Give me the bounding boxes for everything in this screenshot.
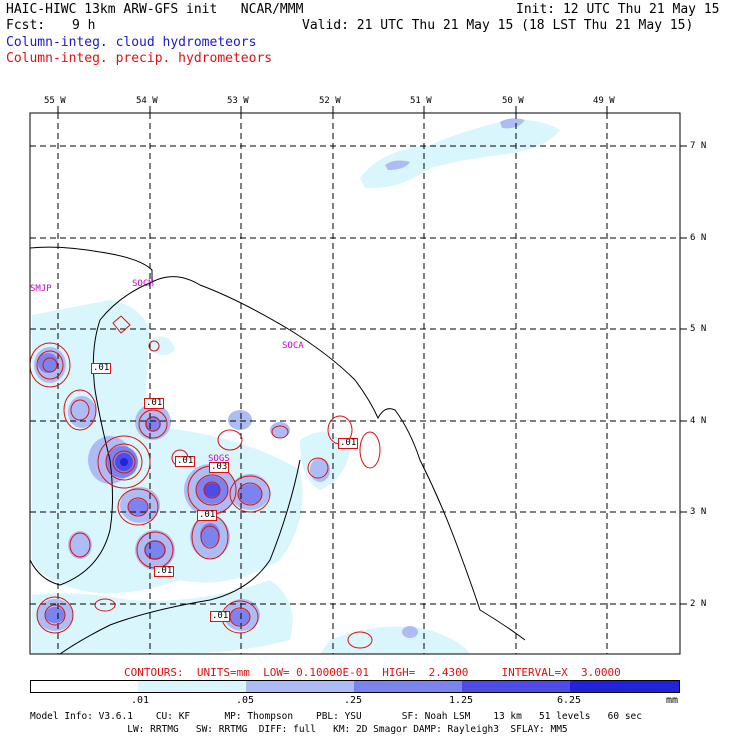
lon-label: 50 W (502, 96, 524, 106)
colorbar-value: 6.25 (557, 695, 582, 706)
contour-label: .01 (154, 566, 175, 577)
lon-label: 52 W (319, 96, 341, 106)
plot-title: HAIC-HIWC 13km ARW-GFS init NCAR/MMM (6, 2, 304, 17)
precip-field-label: Column-integ. precip. hydrometeors (6, 51, 273, 66)
contour-label: .01 (144, 398, 165, 409)
contour-label: .01 (210, 611, 231, 622)
valid-time: Valid: 21 UTC Thu 21 May 15 (18 LST Thu … (302, 18, 694, 33)
lat-label: 4 N (690, 416, 707, 426)
contour-label: .01 (197, 510, 218, 521)
axis-ticks (57, 106, 687, 605)
colorbar-value: 1.25 (449, 695, 474, 706)
colorbar-value: .25 (344, 695, 363, 706)
init-time: Init: 12 UTC Thu 21 May 15 (516, 2, 720, 17)
station-label: SMJP (30, 284, 52, 294)
lat-label: 6 N (690, 233, 707, 243)
contour-label: .01 (91, 363, 112, 374)
colorbar (30, 680, 680, 693)
colorbar-unit: mm (666, 695, 679, 706)
model-info-line1: Model Info: V3.6.1 CU: KF MP: Thompson P… (30, 711, 642, 722)
station-label: SOGS (208, 454, 230, 464)
station-label: SOCA (282, 341, 304, 351)
contour-info: CONTOURS: UNITS=mm LOW= 0.10000E-01 HIGH… (124, 666, 621, 679)
lon-label: 51 W (410, 96, 432, 106)
model-info-line2: LW: RRTMG SW: RRTMG DIFF: full KM: 2D Sm… (30, 724, 568, 735)
lon-label: 49 W (593, 96, 615, 106)
colorbar-value: .01 (131, 695, 150, 706)
colorbar-value: .05 (236, 695, 255, 706)
contour-label: .01 (338, 438, 359, 449)
forecast-label: Fcst: (6, 18, 46, 33)
lat-label: 5 N (690, 324, 707, 334)
map-frame (29, 112, 681, 655)
coastline (30, 246, 526, 654)
lon-label: 53 W (227, 96, 249, 106)
contour-label: .03 (209, 462, 230, 473)
station-label: SOCM (132, 279, 154, 289)
lon-label: 55 W (44, 96, 66, 106)
forecast-hour: 9 h (72, 18, 96, 33)
lat-label: 7 N (690, 141, 707, 151)
lat-label: 3 N (690, 507, 707, 517)
cloud-shading-darkest (115, 453, 220, 497)
lat-label: 2 N (690, 599, 707, 609)
lon-label: 54 W (136, 96, 158, 106)
cloud-shading-light (32, 119, 560, 654)
latlon-grid (30, 113, 680, 654)
contour-label: .01 (175, 456, 196, 467)
cloud-field-label: Column-integ. cloud hydrometeors (6, 35, 257, 50)
